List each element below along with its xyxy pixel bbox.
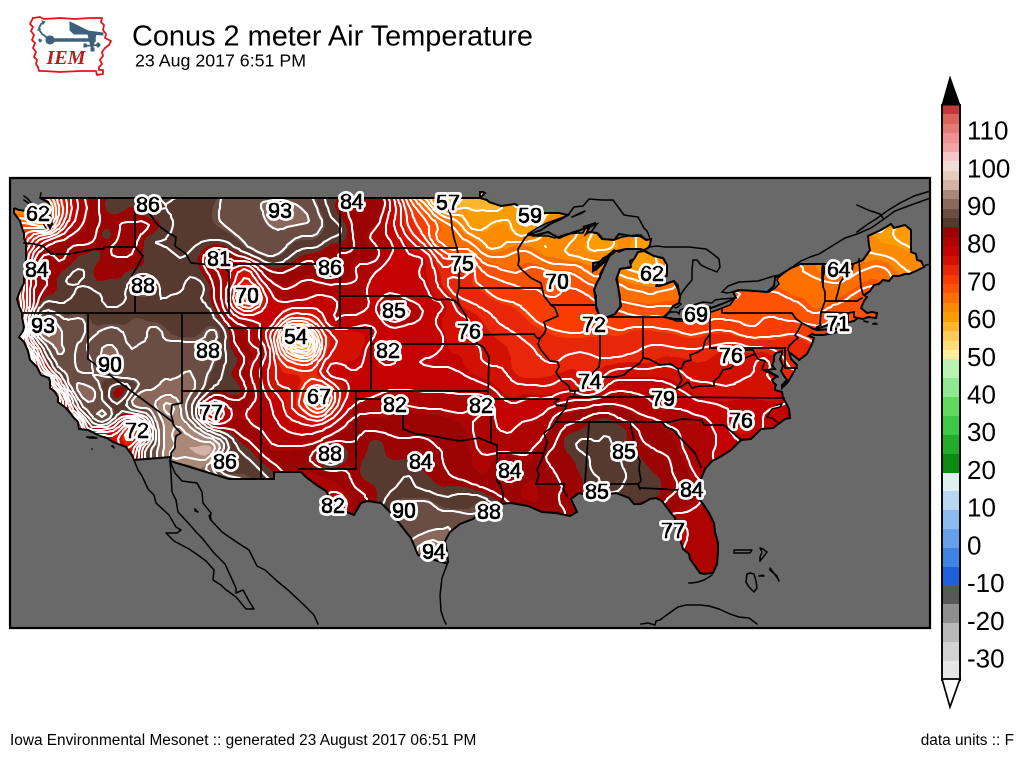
svg-text:0: 0 bbox=[967, 530, 981, 560]
svg-text:70: 70 bbox=[967, 266, 996, 296]
svg-text:90: 90 bbox=[967, 191, 996, 221]
svg-text:23 Aug 2017 6:51 PM: 23 Aug 2017 6:51 PM bbox=[135, 51, 306, 71]
svg-text:10: 10 bbox=[967, 493, 996, 523]
svg-text:20: 20 bbox=[967, 455, 996, 485]
svg-text:Conus 2 meter Air Temperature: Conus 2 meter Air Temperature bbox=[132, 21, 533, 53]
svg-text:-20: -20 bbox=[967, 606, 1005, 636]
svg-text:110: 110 bbox=[967, 116, 1008, 146]
svg-text:-30: -30 bbox=[967, 644, 1005, 674]
svg-text:50: 50 bbox=[967, 342, 996, 372]
svg-text:80: 80 bbox=[967, 229, 996, 259]
svg-text:100: 100 bbox=[967, 153, 1010, 183]
svg-text:IEM: IEM bbox=[45, 47, 86, 69]
svg-text:data units :: F: data units :: F bbox=[921, 732, 1014, 749]
svg-text:-10: -10 bbox=[967, 568, 1005, 598]
svg-text:Iowa Environmental Mesonet ::: Iowa Environmental Mesonet :: generated … bbox=[10, 732, 476, 749]
svg-text:60: 60 bbox=[967, 304, 996, 334]
svg-text:40: 40 bbox=[967, 380, 996, 410]
svg-text:30: 30 bbox=[967, 417, 996, 447]
